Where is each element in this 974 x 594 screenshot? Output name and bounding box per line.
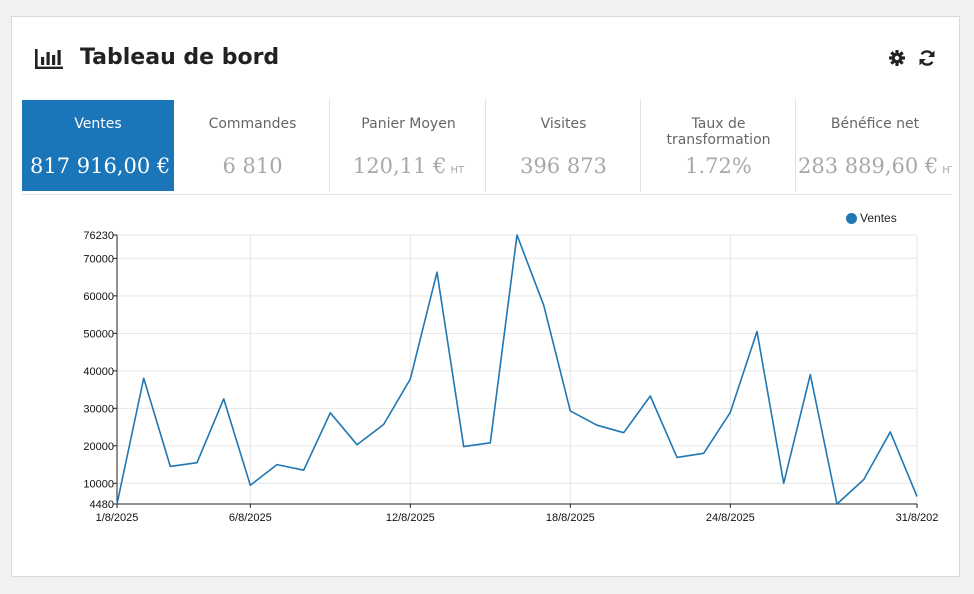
- kpi-value-text: 396 873: [520, 154, 607, 178]
- y-tick-label: 10000: [83, 478, 114, 490]
- kpi-unit: HT: [450, 165, 465, 176]
- x-tick-label: 12/8/2025: [386, 512, 435, 524]
- kpi-value: 396 873: [487, 154, 640, 178]
- data-point: [595, 423, 599, 427]
- y-tick-label: 20000: [83, 441, 114, 453]
- data-point: [808, 373, 812, 377]
- legend-label: Ventes: [860, 211, 897, 225]
- kpi-ventes[interactable]: Ventes 817 916,00 €HT: [22, 100, 174, 191]
- kpi-label: Panier Moyen: [361, 116, 456, 132]
- kpi-value: 120,11 € HT: [332, 154, 485, 178]
- data-point: [675, 455, 679, 459]
- data-point: [408, 377, 412, 381]
- data-point: [302, 468, 306, 472]
- data-point: [248, 483, 252, 487]
- data-point: [462, 445, 466, 449]
- kpi-label: Bénéfice net: [830, 116, 920, 132]
- kpi-value-text: 283 889,60 €: [798, 154, 939, 178]
- kpi-value-text: 1.72%: [685, 154, 752, 178]
- data-point: [168, 464, 172, 468]
- y-tick-label: 50000: [83, 328, 114, 340]
- sales-line-chart: 4480 10000 20000 30000 40000 50000 60000 70000 7…: [83, 230, 939, 524]
- data-point: [648, 394, 652, 398]
- kpi-label: Visites: [540, 116, 587, 132]
- kpi-value: 817 916,00 €HT: [30, 154, 174, 178]
- refresh-icon[interactable]: [917, 48, 937, 68]
- legend-marker: [846, 212, 857, 224]
- data-point: [222, 397, 226, 401]
- y-tick-label: 40000: [83, 366, 114, 378]
- kpi-value-text: 817 916,00 €: [30, 154, 171, 178]
- kpi-visites[interactable]: Visites 396 873: [487, 99, 641, 192]
- kpi-taux-transformation[interactable]: Taux de transformation 1.72%: [642, 99, 796, 192]
- gear-icon[interactable]: [887, 48, 907, 68]
- y-tick-label: 70000: [83, 253, 114, 265]
- data-point: [568, 409, 572, 413]
- x-tick-label: 1/8/2025: [96, 512, 139, 524]
- data-point: [328, 411, 332, 415]
- data-point: [435, 270, 439, 274]
- data-point: [622, 431, 626, 435]
- kpi-strip: Ventes 817 916,00 €HT Commandes 6 810 Pa…: [22, 99, 952, 195]
- data-point: [115, 502, 119, 506]
- kpi-unit: HT: [942, 165, 952, 176]
- x-tick-label: 31/8/202: [896, 512, 939, 524]
- data-point: [862, 478, 866, 482]
- series-line-ventes: [116, 234, 918, 505]
- y-tick-label: 4480: [90, 499, 114, 511]
- kpi-label: Ventes: [74, 116, 122, 132]
- y-tick-label: 60000: [83, 291, 114, 303]
- data-point: [755, 329, 759, 333]
- kpi-label: Taux de transformation: [666, 116, 771, 148]
- x-tick-label: 24/8/2025: [706, 512, 755, 524]
- x-tick-label: 18/8/2025: [546, 512, 595, 524]
- kpi-value-text: 6 810: [222, 154, 283, 178]
- bar-chart-icon: [35, 49, 63, 69]
- data-point: [728, 410, 732, 414]
- y-tick-label: 30000: [83, 403, 114, 415]
- kpi-commandes[interactable]: Commandes 6 810: [176, 99, 330, 192]
- data-point: [782, 481, 786, 485]
- chart-legend[interactable]: Ventes: [846, 211, 897, 225]
- dashboard-header: Tableau de bord: [12, 17, 959, 101]
- data-point: [275, 463, 279, 467]
- kpi-value: 283 889,60 €HT: [798, 154, 952, 178]
- page-title: Tableau de bord: [80, 45, 280, 70]
- data-point: [835, 502, 839, 506]
- data-point: [355, 443, 359, 447]
- data-point: [888, 430, 892, 434]
- data-point: [142, 376, 146, 380]
- kpi-benefice-net[interactable]: Bénéfice net 283 889,60 €HT: [798, 99, 952, 192]
- data-point: [915, 494, 919, 498]
- data-point: [488, 441, 492, 445]
- data-point: [195, 461, 199, 465]
- x-tick-label: 6/8/2025: [229, 512, 272, 524]
- kpi-value-text: 120,11 €: [352, 154, 447, 178]
- data-point: [382, 422, 386, 426]
- data-point: [702, 451, 706, 455]
- data-point: [515, 233, 519, 237]
- kpi-value: 6 810: [176, 154, 329, 178]
- kpi-value: 1.72%: [642, 154, 795, 178]
- kpi-label: Commandes: [208, 116, 297, 132]
- dashboard-panel: Tableau de bord Ventes 817 916,00 €HT Co…: [11, 16, 960, 577]
- kpi-panier-moyen[interactable]: Panier Moyen 120,11 € HT: [332, 99, 486, 192]
- data-point: [542, 303, 546, 307]
- y-tick-label: 76230: [83, 230, 114, 242]
